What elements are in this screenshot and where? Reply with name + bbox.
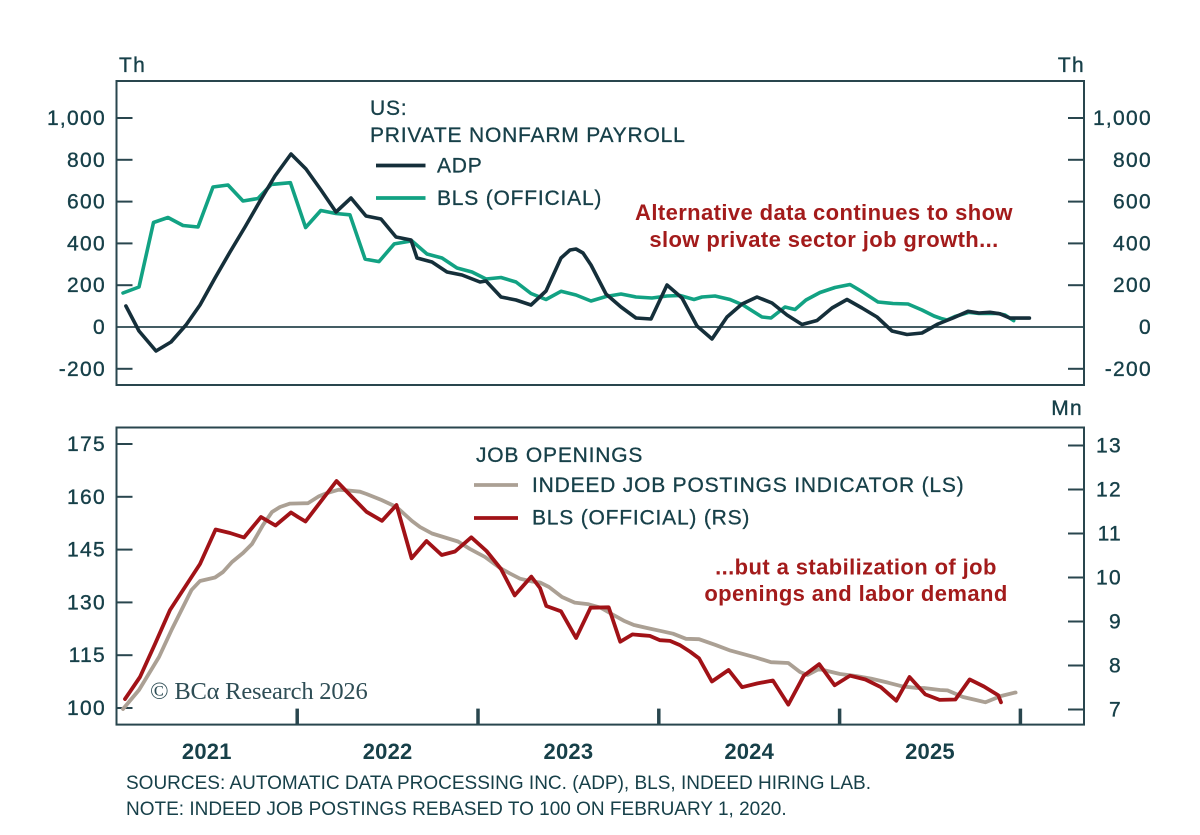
svg-text:-200: -200 [59,358,106,381]
svg-text:Th: Th [119,54,146,77]
svg-text:© BCα Research 2026: © BCα Research 2026 [150,678,368,705]
svg-text:600: 600 [67,191,106,214]
svg-text:Mn: Mn [1051,397,1083,420]
svg-text:JOB OPENINGS: JOB OPENINGS [476,444,643,467]
svg-text:0: 0 [1139,316,1152,339]
svg-text:Alternative data continues to: Alternative data continues to show [635,200,1013,225]
svg-text:ADP: ADP [437,155,483,178]
svg-text:200: 200 [67,274,106,297]
svg-text:PRIVATE NONFARM PAYROLL: PRIVATE NONFARM PAYROLL [370,124,686,147]
svg-text:2023: 2023 [544,739,594,764]
svg-text:2025: 2025 [905,739,955,764]
svg-text:BLS (OFFICIAL) (RS): BLS (OFFICIAL) (RS) [532,507,750,530]
svg-text:145: 145 [67,539,106,562]
svg-text:openings and labor demand: openings and labor demand [704,581,1007,606]
svg-text:115: 115 [69,644,106,667]
svg-text:160: 160 [67,486,106,509]
svg-text:0: 0 [93,316,106,339]
svg-text:7: 7 [1109,699,1122,722]
svg-text:600: 600 [1113,191,1152,214]
svg-text:2022: 2022 [363,739,413,764]
svg-text:11: 11 [1098,523,1122,546]
svg-text:400: 400 [67,232,106,255]
svg-text:NOTE: INDEED JOB POSTINGS REBA: NOTE: INDEED JOB POSTINGS REBASED TO 100… [126,799,787,820]
svg-text:2024: 2024 [724,739,774,764]
svg-text:-200: -200 [1105,358,1152,381]
svg-text:Th: Th [1058,54,1085,77]
svg-text:8: 8 [1109,655,1122,678]
svg-text:800: 800 [67,149,106,172]
svg-text:10: 10 [1096,567,1122,590]
svg-text:100: 100 [67,697,106,720]
svg-text:US:: US: [370,97,407,120]
svg-text:12: 12 [1096,479,1122,502]
svg-text:2021: 2021 [182,739,232,764]
svg-text:1,000: 1,000 [1093,107,1152,130]
svg-text:BLS (OFFICIAL): BLS (OFFICIAL) [437,187,602,210]
svg-text:9: 9 [1109,611,1122,634]
svg-text:400: 400 [1113,232,1152,255]
svg-text:13: 13 [1096,435,1122,458]
svg-text:INDEED JOB POSTINGS INDICATOR: INDEED JOB POSTINGS INDICATOR (LS) [532,474,964,497]
svg-text:200: 200 [1113,274,1152,297]
svg-text:800: 800 [1113,149,1152,172]
svg-text:1,000: 1,000 [47,107,106,130]
svg-text:130: 130 [67,591,106,614]
svg-text:...but a stabilization of job: ...but a stabilization of job [715,555,997,580]
svg-text:slow private sector job growth: slow private sector job growth... [649,227,998,252]
svg-text:175: 175 [67,433,106,456]
svg-text:SOURCES: AUTOMATIC DATA PROCES: SOURCES: AUTOMATIC DATA PROCESSING INC. … [126,773,871,794]
